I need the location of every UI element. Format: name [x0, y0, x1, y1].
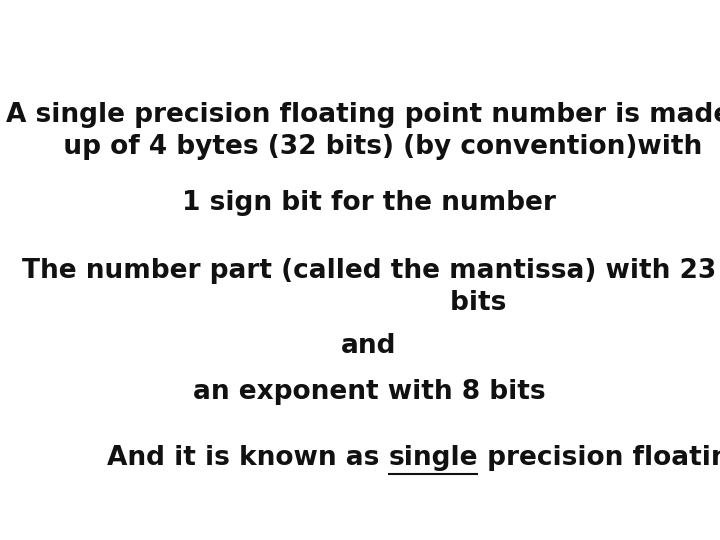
- Text: The number part (called the mantissa) with 23
                        bits: The number part (called the mantissa) wi…: [22, 258, 716, 316]
- Text: And it is known as: And it is known as: [107, 446, 388, 471]
- Text: an exponent with 8 bits: an exponent with 8 bits: [193, 379, 545, 404]
- Text: A single precision floating point number is made
   up of 4 bytes (32 bits) (by : A single precision floating point number…: [6, 102, 720, 160]
- Text: precision floating point.: precision floating point.: [478, 446, 720, 471]
- Text: and: and: [341, 333, 397, 359]
- Text: single: single: [388, 446, 478, 471]
- Text: 1 sign bit for the number: 1 sign bit for the number: [182, 190, 556, 215]
